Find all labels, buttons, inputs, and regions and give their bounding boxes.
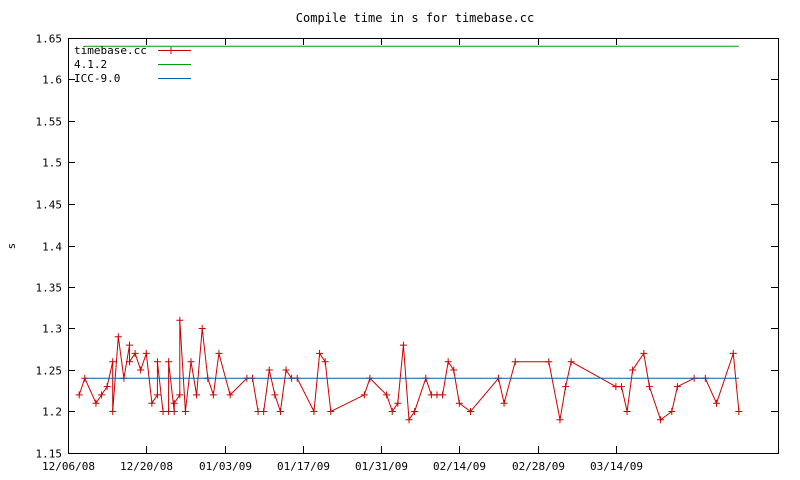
data-point — [310, 408, 318, 415]
y-tick-label: 1.5 — [42, 157, 62, 170]
y-tick-label: 1.15 — [36, 448, 63, 461]
y-tick-label: 1.25 — [36, 365, 63, 378]
y-tick-label: 1.65 — [36, 33, 63, 46]
data-point — [198, 325, 206, 332]
data-point — [176, 316, 184, 324]
data-point — [125, 358, 133, 366]
chart-title: Compile time in s for timebase.cc — [296, 11, 534, 25]
data-point — [411, 408, 419, 415]
y-axis-label: s — [5, 243, 18, 250]
data-point — [511, 358, 519, 366]
y-tick-label: 1.3 — [42, 323, 62, 336]
data-point — [170, 408, 178, 415]
data-point — [316, 349, 324, 357]
data-point — [276, 408, 284, 415]
data-point — [360, 391, 368, 399]
data-point — [562, 383, 570, 391]
data-point — [567, 358, 575, 366]
data-point — [265, 366, 273, 374]
legend-label: ICC-9.0 — [74, 72, 120, 85]
data-point — [388, 408, 396, 415]
data-point — [623, 408, 631, 415]
data-point — [713, 399, 721, 407]
data-point — [735, 408, 743, 415]
x-tick-label: 01/31/09 — [355, 460, 408, 473]
x-tick-label: 02/14/09 — [433, 460, 486, 473]
data-point — [109, 408, 117, 415]
y-tick-label: 1.45 — [36, 199, 63, 212]
data-point — [383, 391, 391, 399]
data-point — [394, 399, 402, 407]
data-point — [439, 391, 447, 399]
x-tick-label: 01/17/09 — [277, 460, 330, 473]
data-point — [260, 408, 268, 415]
data-point — [209, 391, 217, 399]
data-point — [556, 416, 564, 424]
data-point — [131, 349, 139, 357]
data-point — [165, 358, 173, 366]
legend-label: 4.1.2 — [74, 58, 107, 71]
data-point — [153, 391, 161, 399]
x-tick-label: 02/28/09 — [512, 460, 565, 473]
data-point — [109, 358, 117, 366]
data-point — [137, 366, 145, 374]
data-point — [450, 366, 458, 374]
data-point — [645, 383, 653, 391]
y-tick-label: 1.35 — [36, 282, 63, 295]
data-point — [125, 341, 133, 349]
data-point — [98, 391, 106, 399]
data-point — [153, 358, 161, 366]
data-point — [282, 366, 290, 374]
data-point — [181, 408, 189, 415]
data-point — [405, 416, 413, 424]
y-tick-label: 1.55 — [36, 116, 63, 129]
x-tick-label: 12/06/08 — [42, 460, 95, 473]
legend-label: timebase.cc — [74, 44, 147, 57]
y-tick-label: 1.4 — [42, 241, 62, 254]
x-tick-label: 12/20/08 — [120, 460, 173, 473]
series-group — [75, 45, 743, 424]
data-point — [673, 383, 681, 391]
data-point — [455, 399, 463, 407]
data-point — [142, 349, 150, 357]
data-point — [321, 358, 329, 366]
data-point — [215, 349, 223, 357]
x-tick-label: 01/03/09 — [199, 460, 252, 473]
x-axis: 12/06/08 12/20/08 01/03/09 01/17/09 01/31/09… — [42, 38, 643, 473]
data-point — [226, 391, 234, 399]
x-tick-label: 03/14/09 — [590, 460, 643, 473]
data-point — [75, 391, 83, 399]
data-point — [176, 391, 184, 399]
y-tick-label: 1.6 — [42, 74, 62, 87]
data-point — [500, 399, 508, 407]
data-point — [187, 358, 195, 366]
data-point — [444, 358, 452, 366]
data-point — [170, 399, 178, 407]
plot-frame — [68, 38, 779, 454]
data-point — [668, 408, 676, 415]
data-point — [327, 408, 335, 415]
legend-marker — [168, 47, 175, 54]
data-point — [271, 391, 279, 399]
data-point — [545, 358, 553, 366]
data-point — [617, 383, 625, 391]
data-point — [657, 416, 665, 424]
y-tick-label: 1.2 — [42, 406, 62, 419]
data-point — [640, 349, 648, 357]
data-point — [629, 366, 637, 374]
data-point — [467, 408, 475, 415]
series-line — [78, 320, 740, 422]
data-point — [103, 383, 111, 391]
data-point — [148, 399, 156, 407]
y-axis: 1.15 1.2 1.25 1.3 1.35 1.4 1.45 1.5 1.55 1.6 1.65 — [36, 33, 778, 461]
data-point — [114, 333, 122, 341]
data-point — [92, 399, 100, 407]
data-point — [399, 341, 407, 349]
data-point — [193, 391, 201, 399]
data-point — [729, 349, 737, 357]
series-1 — [75, 316, 743, 424]
